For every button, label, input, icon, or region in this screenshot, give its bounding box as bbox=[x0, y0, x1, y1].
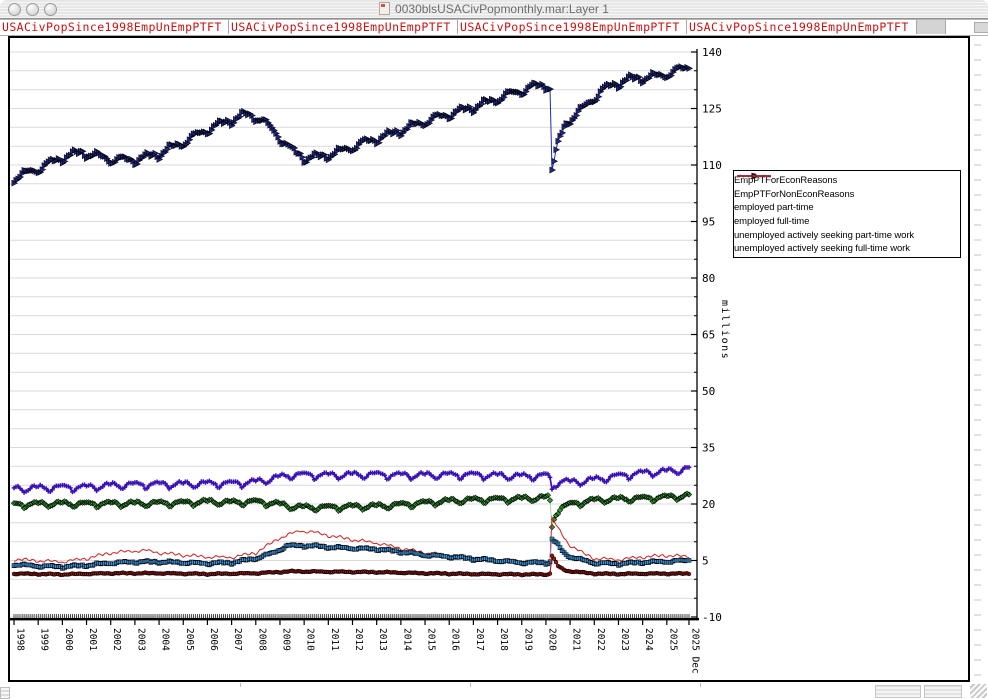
horizontal-scrollbar-segment[interactable] bbox=[875, 685, 921, 698]
x-axis-year-label: 2010 bbox=[305, 628, 316, 651]
x-axis-year-label: 2017 bbox=[474, 628, 485, 651]
x-axis-year-label: 2024 bbox=[643, 628, 654, 651]
series-unemployed-actively-seeking-full-time-work bbox=[14, 517, 689, 563]
x-axis-year-label: 2002 bbox=[111, 628, 122, 651]
x-axis-year-label: 2013 bbox=[377, 628, 388, 651]
x-axis-year-label: 2006 bbox=[208, 628, 219, 651]
legend-label: employed part-time bbox=[734, 202, 814, 213]
y-axis-tick-label: 95 bbox=[702, 216, 715, 229]
legend-label: employed full-time bbox=[734, 216, 809, 227]
series-line bbox=[14, 517, 689, 563]
y-axis-tick-label: 50 bbox=[702, 385, 715, 398]
y-axis-tick-label: 20 bbox=[702, 498, 715, 511]
bottom-ruler-tick bbox=[700, 683, 701, 687]
legend-item: employed part-time bbox=[734, 201, 960, 215]
y-axis-tick-label: -10 bbox=[702, 611, 722, 624]
x-axis-year-label: 2014 bbox=[401, 628, 412, 651]
y-axis-title: millions bbox=[719, 300, 730, 360]
application-window: { "window": { "title": "0030blsUSACivPop… bbox=[0, 0, 988, 699]
sheet-tab-bar: USACivPopSince1998EmpUnEmpPTFT USACivPop… bbox=[0, 19, 988, 36]
x-axis-year-label: 2020 bbox=[546, 628, 557, 651]
x-axis-year-label: 2011 bbox=[329, 628, 340, 651]
y-axis-tick-label: 65 bbox=[702, 329, 715, 342]
sheet-tab-1[interactable]: USACivPopSince1998EmpUnEmpPTFT bbox=[0, 20, 229, 34]
x-axis-year-label: 2021 bbox=[571, 628, 582, 651]
series-employed-full-time bbox=[12, 64, 693, 187]
legend-label: unemployed actively seeking part-time wo… bbox=[734, 230, 914, 241]
right-ruler-ticks bbox=[972, 40, 986, 682]
series-empptfornoneconreasons bbox=[11, 491, 691, 530]
series-markers bbox=[12, 465, 692, 495]
series-markers bbox=[11, 491, 691, 530]
x-axis-year-label: 2022 bbox=[595, 628, 606, 651]
legend-label: unemployed actively seeking full-time wo… bbox=[734, 243, 910, 254]
window-titlebar[interactable]: 0030blsUSACivPopmonthly.mar:Layer 1 bbox=[0, 0, 988, 19]
legend-label: EmpPTForNonEconReasons bbox=[734, 189, 854, 200]
x-axis-year-label: 2018 bbox=[498, 628, 509, 651]
y-axis-tick-label: 80 bbox=[702, 272, 715, 285]
chart-plot: 140 125 110 95 80 65 50 35 20 5 -10 millions 1998 199… bbox=[10, 38, 968, 680]
x-axis-year-label: 1999 bbox=[39, 628, 50, 651]
x-axis-year-label: 2000 bbox=[63, 628, 74, 651]
y-axis-tick-label: 5 bbox=[702, 555, 709, 568]
x-axis-year-label: 1998 bbox=[15, 628, 26, 651]
scrollbar-corner-left[interactable] bbox=[0, 687, 10, 699]
legend-item: unemployed actively seeking part-time wo… bbox=[734, 228, 960, 242]
x-axis-year-label: 2015 bbox=[426, 628, 437, 651]
series-line bbox=[14, 67, 689, 184]
x-axis-year-label: 2007 bbox=[232, 628, 243, 651]
x-axis-year-label: 2019 bbox=[522, 628, 533, 651]
document-icon bbox=[379, 2, 390, 15]
x-axis-year-label: 2016 bbox=[450, 628, 461, 651]
y-axis-tick-label: 125 bbox=[702, 103, 722, 116]
series-markers bbox=[12, 64, 693, 187]
sheet-tab-3[interactable]: USACivPopSince1998EmpUnEmpPTFT bbox=[458, 20, 687, 34]
window-resize-grip[interactable] bbox=[970, 684, 987, 698]
x-axis-year-label: 2008 bbox=[256, 628, 267, 651]
x-axis-year-label: 2012 bbox=[353, 628, 364, 651]
y-axis-tick-label: 110 bbox=[702, 159, 722, 172]
chart-canvas[interactable]: 140 125 110 95 80 65 50 35 20 5 -10 millions 1998 199… bbox=[8, 36, 970, 682]
sheet-tab-2[interactable]: USACivPopSince1998EmpUnEmpPTFT bbox=[229, 20, 458, 34]
legend-marker-sample bbox=[734, 171, 774, 181]
series-employed-part-time bbox=[12, 465, 692, 495]
tab-bar-filler bbox=[917, 20, 946, 34]
legend-item: unemployed actively seeking full-time wo… bbox=[734, 242, 960, 256]
tab-bar-scroll-widget[interactable] bbox=[974, 22, 988, 33]
x-axis-year-label: 2005 bbox=[184, 628, 195, 651]
x-axis-year-label: 2003 bbox=[135, 628, 146, 651]
x-axis-year-label: 2009 bbox=[280, 628, 291, 651]
x-axis-line bbox=[10, 618, 699, 620]
x-axis-year-label: 2004 bbox=[160, 628, 171, 651]
chart-legend[interactable]: EmpPTForEconReasonsEmpPTForNonEconReason… bbox=[733, 170, 961, 258]
y-axis-tick-label: 140 bbox=[702, 46, 722, 59]
legend-item: employed full-time bbox=[734, 215, 960, 229]
x-axis-end-label: 2025 Dec bbox=[689, 628, 700, 674]
sheet-tab-4[interactable]: USACivPopSince1998EmpUnEmpPTFT bbox=[687, 20, 917, 34]
x-axis-year-label: 2001 bbox=[87, 628, 98, 651]
legend-item: EmpPTForNonEconReasons bbox=[734, 188, 960, 202]
window-title: 0030blsUSACivPopmonthly.mar:Layer 1 bbox=[0, 2, 988, 16]
y-axis-tick-label: 35 bbox=[702, 442, 715, 455]
horizontal-scrollbar-segment[interactable] bbox=[924, 685, 962, 698]
x-axis-year-label: 2025 bbox=[667, 628, 678, 651]
bottom-ruler-tick bbox=[470, 683, 471, 687]
x-axis-year-label: 2023 bbox=[619, 628, 630, 651]
gridlines bbox=[10, 52, 697, 617]
bottom-ruler-tick bbox=[240, 683, 241, 687]
